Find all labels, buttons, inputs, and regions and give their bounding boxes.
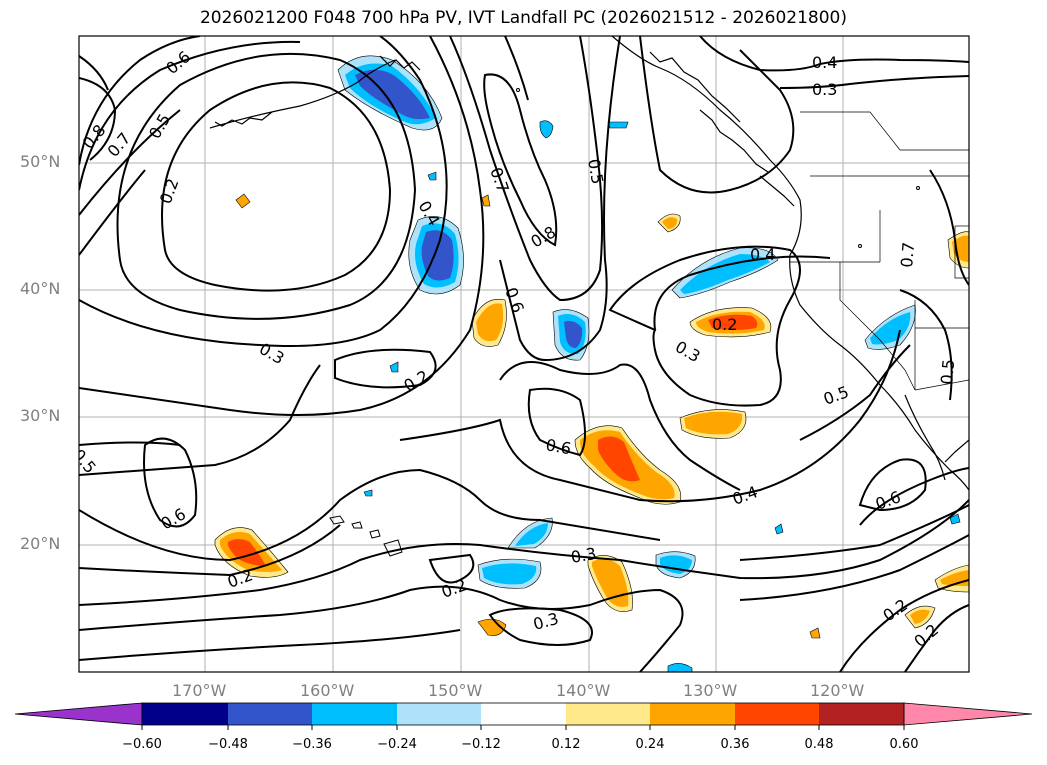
negative-anomaly	[389, 361, 399, 373]
negative-anomaly	[363, 489, 373, 497]
lon-label: 120°W	[810, 681, 865, 700]
negative-anomaly	[564, 320, 583, 348]
positive-anomaly	[481, 194, 491, 207]
colorbar-bin	[481, 703, 566, 725]
lon-label: 160°W	[300, 681, 355, 700]
colorbar-tick: 0.60	[890, 737, 919, 752]
colorbar-extend-high	[903, 702, 1033, 726]
negative-anomaly	[870, 312, 911, 345]
colorbar-tick: 0.36	[721, 737, 750, 752]
colorbar-tick: −0.60	[122, 737, 162, 752]
colorbar-bin	[735, 703, 819, 725]
contour-label: 0.3	[569, 544, 597, 567]
positive-anomaly	[708, 314, 758, 330]
lat-label: 20°N	[20, 534, 61, 553]
colorbar-tick: 0.24	[636, 737, 665, 752]
colorbar-bin	[228, 703, 312, 725]
colorbar-tick: −0.24	[377, 737, 417, 752]
contour-label: 0.7	[897, 241, 918, 268]
colorbar-extend-low	[14, 702, 143, 726]
contour-label: 0.4	[812, 53, 837, 72]
colorbar-bin	[566, 703, 650, 725]
contour-label: 0.3	[812, 80, 837, 99]
negative-anomaly	[680, 254, 770, 294]
colorbar-tick: −0.12	[461, 737, 501, 752]
positive-anomaly	[235, 193, 251, 209]
colorbar-bin	[819, 703, 904, 725]
lon-label: 150°W	[428, 681, 483, 700]
negative-anomaly	[667, 663, 693, 672]
islands	[329, 88, 920, 557]
colorbar-tick: −0.48	[208, 737, 248, 752]
lat-label: 50°N	[20, 152, 61, 171]
colorbar-bin	[142, 703, 228, 725]
lat-label: 30°N	[20, 406, 61, 425]
positive-anomaly	[684, 411, 743, 435]
colorbar-tick: 0.12	[552, 737, 581, 752]
colorbar-tick: 0.48	[805, 737, 834, 752]
colorbar-tick: −0.36	[292, 737, 332, 752]
negative-anomaly	[515, 523, 548, 546]
positive-anomaly	[598, 436, 640, 482]
negative-anomaly	[774, 523, 784, 535]
negative-anomaly	[949, 513, 961, 525]
positive-anomaly	[662, 217, 678, 229]
positive-anomaly	[477, 618, 507, 636]
positive-anomaly	[476, 303, 504, 342]
pv-contours	[79, 36, 969, 672]
colorbar-bin	[397, 703, 481, 725]
contour-label: 0.5	[584, 157, 607, 185]
colorbar-bin	[312, 703, 397, 725]
negative-anomaly	[482, 563, 537, 585]
negative-anomaly	[427, 171, 437, 181]
negative-anomaly	[607, 121, 629, 129]
map-frame	[78, 35, 970, 673]
lat-label: 40°N	[20, 279, 61, 298]
coastlines	[209, 36, 969, 491]
positive-anomaly	[809, 627, 821, 639]
contour-label: 0.2	[712, 315, 737, 334]
shading	[214, 55, 969, 672]
positive-anomaly	[228, 539, 266, 566]
colorbar-bin	[650, 703, 735, 725]
map-title: 2026021200 F048 700 hPa PV, IVT Landfall…	[199, 8, 847, 28]
contour-label: 0.5	[937, 358, 958, 385]
positive-anomaly	[910, 609, 930, 624]
contour-label: 0.6	[544, 435, 572, 458]
lon-label: 130°W	[683, 681, 738, 700]
lon-label: 170°W	[172, 681, 227, 700]
negative-anomaly	[539, 120, 554, 139]
colorbar: −0.60 −0.48 −0.36 −0.24 −0.12 0.12 0.24 …	[14, 702, 1033, 752]
contour-label: 0.4	[750, 245, 775, 264]
lon-label: 140°W	[556, 681, 611, 700]
